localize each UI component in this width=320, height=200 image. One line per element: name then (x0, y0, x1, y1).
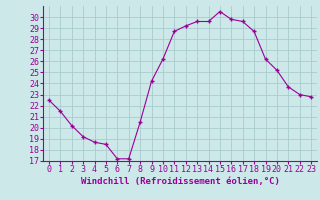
X-axis label: Windchill (Refroidissement éolien,°C): Windchill (Refroidissement éolien,°C) (81, 177, 279, 186)
